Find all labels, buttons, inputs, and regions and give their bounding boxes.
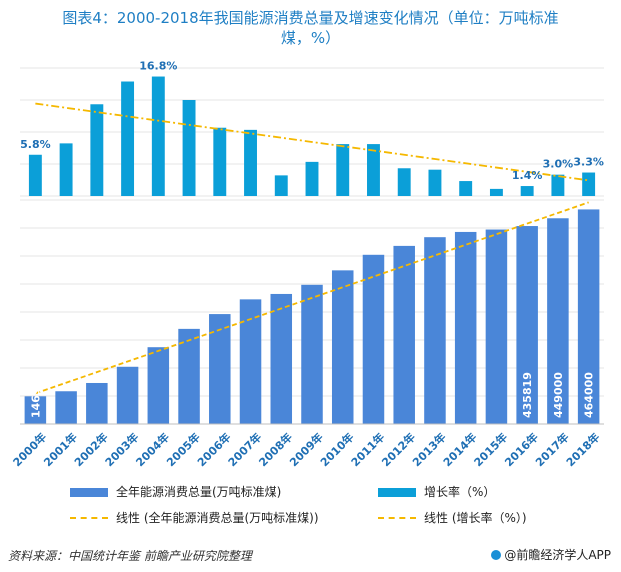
- bar-total: [547, 218, 569, 424]
- data-label-rate: 5.8%: [20, 138, 51, 151]
- bar-total: [86, 382, 108, 424]
- data-label-rate: 3.0%: [543, 158, 574, 171]
- bar-total: [301, 284, 323, 424]
- bar-rate: [305, 161, 319, 196]
- bar-total: [270, 293, 293, 424]
- brand-credit: @前瞻经济学人APP: [491, 546, 611, 563]
- bar-total: [116, 366, 139, 424]
- brand-logo-icon: [491, 550, 502, 560]
- bar-rate: [336, 144, 350, 196]
- legend-label-rate: 增长率（%）: [424, 485, 496, 499]
- bar-rate: [582, 172, 596, 196]
- bar-total: [393, 245, 415, 424]
- brand-text: @前瞻经济学人APP: [504, 548, 611, 562]
- bar-rate: [90, 104, 104, 196]
- bar-rate: [213, 127, 227, 196]
- bar-total: [209, 314, 231, 424]
- data-label-rate: 16.8%: [139, 60, 177, 73]
- bar-rate: [428, 169, 442, 196]
- bar-total: [147, 347, 170, 424]
- legend-swatch-total: [70, 488, 108, 497]
- legend-swatch-total-trend: [70, 517, 108, 519]
- legend-swatch-rate-trend: [378, 517, 416, 519]
- bar-total: [55, 391, 77, 424]
- legend-label-total: 全年能源消费总量(万吨标准煤): [116, 485, 282, 499]
- legend-label-total-trend: 线性 (全年能源消费总量(万吨标准煤)): [116, 511, 319, 525]
- chart-title-line-2: 煤，%）: [280, 29, 341, 47]
- bar-rate: [244, 129, 257, 196]
- data-label-total: 464000: [583, 372, 596, 418]
- source-note: 资料来源：中国统计年鉴 前瞻产业研究院整理: [8, 549, 252, 563]
- legend-swatch-rate: [378, 488, 416, 497]
- bar-total: [577, 209, 600, 424]
- bar-rate: [520, 186, 534, 196]
- bar-total: [362, 254, 385, 424]
- bar-rate: [59, 143, 73, 196]
- bar-rate: [459, 181, 473, 196]
- bar-total: [178, 328, 200, 424]
- data-label-total: 146964: [29, 372, 42, 418]
- trendline-rate: [35, 102, 589, 182]
- trendline-total: [35, 201, 589, 395]
- bar-total: [239, 299, 262, 424]
- bar-rate: [367, 144, 380, 196]
- bar-total: [454, 231, 477, 424]
- bar-rate: [397, 168, 411, 196]
- bar-rate: [28, 154, 42, 196]
- legend-label-rate-trend: 线性 (增长率（%）): [424, 511, 527, 525]
- data-label-total: 449000: [552, 372, 565, 418]
- chart-title: 图表4：2000-2018年我国能源消费总量及增速变化情况（单位：万吨标准 煤，…: [0, 8, 621, 48]
- bar-rate: [274, 175, 288, 196]
- data-label-rate: 3.3%: [573, 156, 604, 169]
- bar-total: [516, 226, 538, 424]
- bar-total: [485, 229, 508, 424]
- data-label-rate: 1.4%: [512, 169, 543, 182]
- bar-rate: [151, 76, 165, 196]
- bar-rate: [182, 100, 196, 196]
- data-label-total: 435819: [521, 372, 534, 418]
- bar-total: [331, 270, 354, 424]
- bar-rate: [121, 81, 135, 196]
- chart-title-line-1: 图表4：2000-2018年我国能源消费总量及增速变化情况（单位：万吨标准: [62, 9, 559, 27]
- bar-rate: [551, 174, 565, 196]
- bar-total: [24, 396, 47, 424]
- bar-total: [424, 237, 446, 424]
- bar-rate: [489, 188, 503, 196]
- x-tick-label: 2018年: [563, 430, 602, 469]
